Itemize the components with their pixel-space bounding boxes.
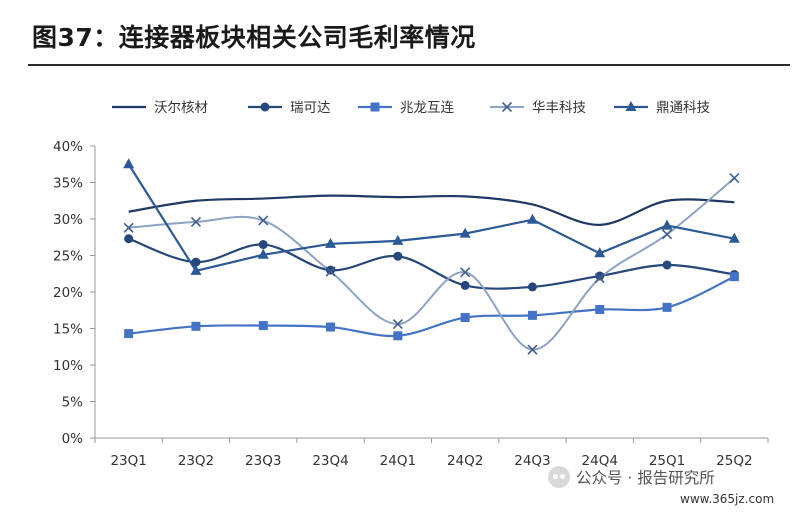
data-point-series-4 bbox=[661, 229, 673, 240]
x-tick-label: 25Q2 bbox=[716, 453, 752, 469]
data-point-series-4 bbox=[123, 222, 134, 233]
data-point-series-5 bbox=[526, 213, 538, 224]
data-point-series-2 bbox=[460, 280, 470, 290]
legend-item-2: 瑞可达 bbox=[248, 100, 331, 116]
watermark-account: 公众号 · 报告研究所 bbox=[576, 469, 715, 487]
data-point-series-2 bbox=[124, 234, 134, 244]
x-tick-label: 24Q4 bbox=[582, 453, 618, 469]
data-point-series-5 bbox=[325, 237, 337, 248]
x-tick-label: 24Q1 bbox=[380, 453, 416, 469]
series-line-3 bbox=[128, 275, 735, 338]
data-point-series-5 bbox=[392, 234, 404, 245]
watermark-site: www.365jz.com bbox=[680, 492, 775, 506]
legend-item-5: 鼎通科技 bbox=[614, 100, 710, 116]
data-point-series-3 bbox=[258, 321, 268, 331]
data-point-series-2 bbox=[527, 282, 537, 292]
axes: 0% 5% 10% 15% 20% 25% 30% 35% 40% 23Q1 23Q2 23Q3 23Q… bbox=[53, 139, 769, 469]
legend: 沃尔核材 瑞可达 兆龙互连 华丰科技 鼎通科技 bbox=[112, 100, 710, 116]
data-point-series-2 bbox=[191, 257, 201, 267]
figure-title: 图37：连接器板块相关公司毛利率情况 bbox=[32, 23, 476, 52]
x-tick-label: 23Q4 bbox=[312, 453, 348, 469]
legend-swatch-marker bbox=[501, 101, 513, 113]
watermark: 公众号 · 报告研究所 bbox=[548, 466, 715, 488]
series-line-4 bbox=[128, 177, 735, 351]
series-line-1 bbox=[128, 194, 735, 226]
data-point-series-5 bbox=[661, 219, 673, 230]
wechat-icon bbox=[548, 466, 570, 488]
series-line-2 bbox=[128, 237, 735, 290]
data-point-series-2 bbox=[258, 240, 268, 250]
data-point-series-4 bbox=[594, 273, 605, 284]
x-tick-label: 23Q1 bbox=[110, 453, 146, 469]
legend-label: 沃尔核材 bbox=[154, 100, 208, 116]
data-point-series-3 bbox=[595, 305, 605, 315]
y-tick-label: 30% bbox=[53, 212, 83, 228]
data-point-series-3 bbox=[191, 321, 201, 331]
x-tick-label: 23Q2 bbox=[178, 453, 214, 469]
series-markers bbox=[123, 158, 740, 355]
y-tick-label: 5% bbox=[62, 395, 84, 411]
legend-swatch-marker bbox=[625, 101, 637, 111]
legend-label: 华丰科技 bbox=[532, 100, 586, 116]
data-point-series-2 bbox=[326, 265, 336, 275]
legend-label: 鼎通科技 bbox=[656, 100, 710, 116]
data-point-series-3 bbox=[393, 331, 403, 341]
x-tick-label: 24Q2 bbox=[447, 453, 483, 469]
legend-item-3: 兆龙互连 bbox=[358, 100, 454, 116]
data-point-series-5 bbox=[257, 248, 269, 259]
legend-swatch-marker bbox=[370, 102, 380, 112]
legend-swatch-marker bbox=[260, 102, 270, 112]
series-lines bbox=[127, 163, 735, 351]
data-point-series-3 bbox=[460, 313, 470, 323]
legend-label: 瑞可达 bbox=[290, 100, 331, 116]
data-point-series-4 bbox=[392, 319, 403, 330]
y-tick-label: 25% bbox=[53, 249, 83, 265]
x-tick-label: 23Q3 bbox=[245, 453, 281, 469]
x-tick-label: 24Q3 bbox=[514, 453, 550, 469]
data-point-series-4 bbox=[527, 344, 538, 355]
series-line-5 bbox=[127, 163, 735, 273]
title-divider bbox=[28, 64, 790, 66]
data-point-series-5 bbox=[459, 227, 471, 238]
y-tick-label: 0% bbox=[62, 431, 84, 447]
data-point-series-2 bbox=[393, 251, 403, 261]
y-tick-label: 20% bbox=[53, 285, 83, 301]
data-point-series-5 bbox=[728, 232, 740, 243]
data-point-series-3 bbox=[124, 329, 134, 339]
data-point-series-3 bbox=[326, 322, 336, 332]
data-point-series-5 bbox=[190, 264, 202, 275]
data-point-series-5 bbox=[123, 158, 135, 169]
data-point-series-2 bbox=[595, 271, 605, 281]
data-point-series-4 bbox=[460, 267, 471, 278]
data-point-series-2 bbox=[662, 260, 672, 270]
y-tick-label: 40% bbox=[53, 139, 83, 155]
y-tick-label: 35% bbox=[53, 176, 83, 192]
data-point-series-3 bbox=[527, 310, 537, 320]
data-point-series-5 bbox=[594, 247, 606, 258]
x-tick-label: 25Q1 bbox=[649, 453, 685, 469]
data-point-series-4 bbox=[258, 215, 269, 226]
data-point-series-3 bbox=[662, 302, 672, 312]
data-point-series-4 bbox=[729, 173, 740, 184]
data-point-series-4 bbox=[190, 216, 202, 227]
legend-item-4: 华丰科技 bbox=[490, 100, 586, 116]
data-point-series-3 bbox=[729, 272, 739, 282]
y-tick-label: 15% bbox=[53, 322, 83, 338]
data-point-series-4 bbox=[325, 266, 336, 277]
y-tick-label: 10% bbox=[53, 358, 83, 374]
legend-label: 兆龙互连 bbox=[400, 100, 454, 116]
legend-item-1: 沃尔核材 bbox=[112, 100, 208, 116]
